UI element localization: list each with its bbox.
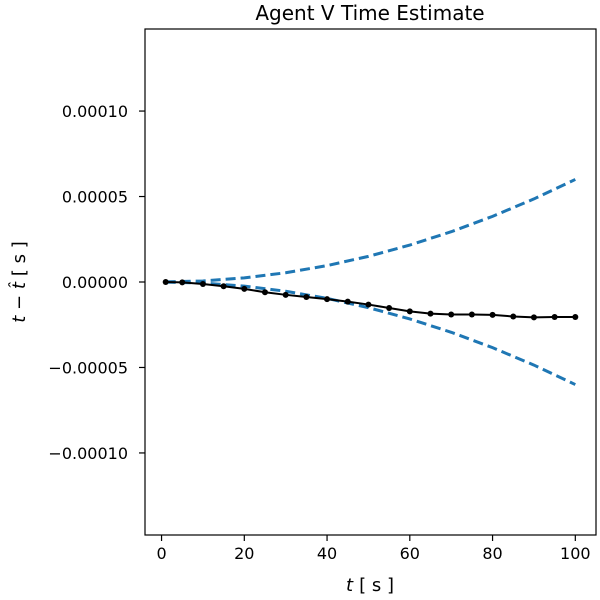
estimate-layer [162, 279, 579, 321]
x-tick-label: 60 [400, 544, 420, 563]
y-axis-label: t − t̂ [ s ] [9, 241, 30, 323]
estimate-point [489, 311, 496, 318]
estimate-point [530, 314, 537, 321]
estimate-point [406, 308, 413, 315]
estimate-point [344, 298, 351, 305]
y-axis-label-unit: [ s ] [9, 241, 30, 276]
estimate-point [179, 279, 186, 286]
estimate-point [303, 294, 310, 301]
estimate-point [551, 314, 558, 321]
x-axis-label: t[ s ] [346, 575, 394, 596]
y-axis-ticks: 0.00010 0.00005 0.00000 −0.00005 −0.00010 [48, 102, 145, 463]
estimate-point [427, 310, 434, 317]
x-tick-label: 0 [156, 544, 166, 563]
x-axis-label-var: t [346, 575, 354, 596]
estimate-point [220, 283, 227, 290]
y-tick-label: 0.00000 [62, 273, 128, 292]
y-tick-label: 0.00010 [62, 102, 128, 121]
estimate-point [365, 301, 372, 308]
estimate-point [261, 289, 268, 296]
y-tick-label: 0.00005 [62, 188, 128, 207]
x-tick-label: 20 [234, 544, 254, 563]
estimate-point [162, 279, 169, 285]
upper-bound-line [165, 178, 576, 284]
x-tick-label: 80 [482, 544, 502, 563]
y-axis-label-var: t − t̂ [9, 281, 30, 323]
axes-frame [144, 28, 597, 536]
bounds-layer [165, 178, 576, 386]
plot-area [162, 178, 579, 386]
estimate-point [468, 311, 475, 318]
chart-title: Agent V Time Estimate [255, 1, 484, 25]
estimate-point [241, 285, 248, 292]
estimate-point [386, 304, 393, 311]
x-tick-label: 40 [317, 544, 337, 563]
y-tick-label: −0.00010 [48, 444, 128, 463]
x-axis-label-unit: [ s ] [359, 575, 394, 596]
x-tick-label: 100 [560, 544, 591, 563]
estimate-line [165, 281, 576, 319]
estimate-point [324, 296, 331, 303]
lower-bound-line [165, 280, 576, 386]
estimate-point [572, 314, 579, 321]
estimate-point [448, 311, 455, 318]
estimate-point [199, 281, 206, 288]
estimate-point [510, 313, 517, 320]
y-tick-label: −0.00005 [48, 358, 128, 377]
estimate-point [282, 291, 289, 298]
x-axis-ticks: 0 20 40 60 80 100 [156, 535, 591, 563]
